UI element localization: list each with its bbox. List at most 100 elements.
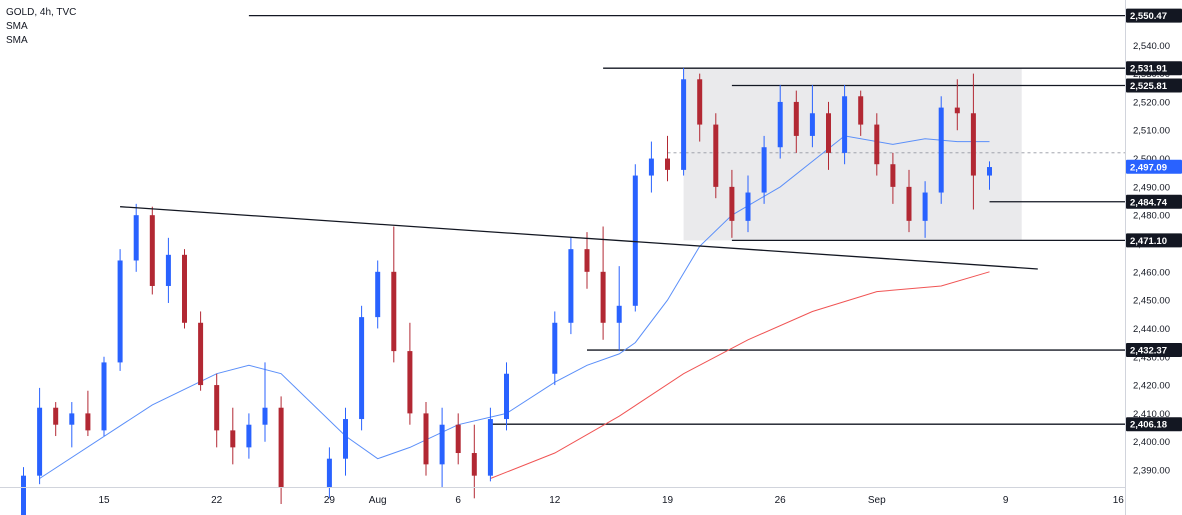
candle: [53, 402, 59, 437]
candle-body: [809, 113, 815, 136]
candle-body: [149, 215, 155, 286]
candle-body: [568, 249, 574, 323]
candle-body: [826, 113, 831, 153]
indicator-sma-1[interactable]: SMA: [6, 21, 28, 32]
candle-body: [713, 124, 719, 187]
candle-body: [890, 164, 896, 187]
candle: [407, 322, 413, 425]
candle: [954, 79, 960, 131]
candle: [246, 413, 252, 459]
price-level-badge: [1126, 78, 1182, 93]
candle: [504, 362, 509, 431]
price-level-badge: [1126, 343, 1182, 358]
x-tick-label: 22: [211, 495, 223, 506]
candle-body: [69, 413, 75, 425]
time-axis[interactable]: 15 22 29 Aug 6 12 19 26 Sep 9 16: [0, 487, 1125, 507]
candle: [455, 413, 461, 465]
candle-body: [471, 453, 477, 476]
price-level-label: 2,484.74: [1130, 197, 1168, 208]
trendline-line: [120, 206, 1038, 270]
candle-body: [246, 424, 252, 448]
candle: [777, 84, 783, 159]
candle-body: [214, 385, 220, 431]
candle: [648, 141, 654, 193]
price-level-badge: [1126, 417, 1182, 432]
y-tick-label: 2,480.00: [1133, 211, 1170, 222]
candle: [149, 206, 155, 295]
candle-body: [761, 147, 767, 193]
candle: [745, 175, 751, 233]
candle-body: [487, 419, 493, 476]
candle: [230, 407, 236, 465]
price-level-badge: [1126, 194, 1182, 209]
sma-fast-line: [39, 135, 990, 479]
range-box: [683, 68, 1022, 241]
candle-body: [198, 322, 204, 386]
candle: [391, 226, 397, 363]
candle-body: [423, 413, 429, 465]
y-tick-label: 2,540.00: [1133, 41, 1170, 52]
candle-body: [874, 124, 880, 165]
candle-body: [842, 96, 848, 153]
candle: [552, 311, 558, 386]
candle-body: [552, 322, 558, 374]
candle: [616, 266, 622, 352]
price-level-label: 2,406.18: [1130, 420, 1167, 431]
y-tick-label: 2,520.00: [1133, 97, 1170, 108]
candle: [85, 390, 91, 437]
candle: [665, 135, 670, 182]
candle: [890, 152, 896, 204]
candle: [69, 402, 75, 448]
x-tick-label: 9: [1003, 495, 1009, 506]
price-axis[interactable]: 2,390.00 2,400.00 2,410.00 2,420.00 2,430.00…: [1125, 0, 1182, 515]
candle-body: [729, 186, 735, 221]
candle-body: [906, 186, 912, 221]
candle-body: [21, 475, 26, 515]
candle-body: [987, 167, 992, 176]
candle: [487, 407, 493, 482]
candle-body: [504, 373, 509, 420]
candle: [117, 249, 123, 371]
price-level-label: 2,550.47: [1130, 11, 1167, 22]
sma-fast: [39, 135, 990, 479]
candle: [858, 90, 864, 136]
candle: [278, 396, 284, 504]
candle: [165, 237, 171, 303]
y-tick-label: 2,420.00: [1133, 381, 1170, 392]
sma-slow: [490, 271, 990, 479]
price-level-badge: [1126, 8, 1182, 23]
candle: [471, 424, 477, 499]
candle-body: [970, 113, 976, 176]
indicator-sma-2[interactable]: SMA: [6, 35, 28, 46]
candle-body: [343, 419, 348, 459]
candle-body: [745, 192, 751, 221]
x-tick-label: Sep: [868, 495, 886, 506]
price-level-label: 2,531.91: [1130, 64, 1168, 75]
candle: [938, 96, 944, 204]
candle: [809, 84, 815, 148]
symbol-label[interactable]: GOLD, 4h, TVC: [6, 7, 77, 18]
candle: [133, 203, 139, 272]
candle: [874, 113, 880, 176]
candle: [793, 90, 799, 153]
trendline: [120, 206, 1038, 270]
candle: [262, 362, 268, 442]
candle-body: [455, 424, 461, 454]
candle: [761, 135, 767, 204]
y-tick-label: 2,390.00: [1133, 466, 1170, 477]
candle: [326, 447, 332, 499]
candle-body: [858, 96, 864, 125]
candle-body: [262, 407, 268, 425]
y-tick-label: 2,460.00: [1133, 267, 1170, 278]
y-tick-label: 2,440.00: [1133, 324, 1170, 335]
candle: [37, 387, 43, 485]
candle-body: [665, 158, 670, 170]
candle: [359, 305, 365, 431]
candle: [713, 113, 719, 199]
chart-legend: GOLD, 4h, TVC SMA SMA: [6, 6, 76, 48]
y-tick-label: 2,500.00: [1133, 154, 1170, 165]
candle-body: [922, 192, 928, 221]
candle-body: [133, 215, 139, 261]
candle-body: [681, 79, 687, 170]
